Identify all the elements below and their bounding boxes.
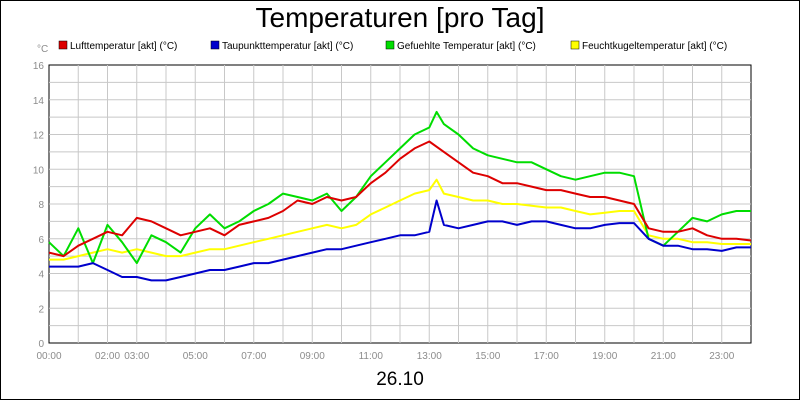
date-label: 26.10 [376,369,424,390]
legend-label: Feuchtkugeltemperatur [akt] (°C) [582,41,727,52]
x-tick-label: 11:00 [359,351,384,362]
axis-ticks: 0 2 4 6 8 10 12 14 16 00:00 02:00 03:00 05:00 07:00 09… [33,61,735,362]
y-tick-label: 6 [38,235,44,246]
series-line [48,140,752,258]
legend-swatch [570,40,580,50]
chart-title: Temperaturen [pro Tag] [255,2,545,33]
unit-label: °C [37,44,48,55]
y-tick-label: 0 [38,339,44,350]
legend: Lufttemperatur [akt] (°C) Taupunkttempera… [58,40,727,52]
x-tick-label: 02:00 [95,351,120,362]
legend-swatch [58,40,68,50]
x-tick-label: 05:00 [183,351,208,362]
legend-swatch [210,40,220,50]
legend-swatch [385,40,395,50]
y-tick-label: 4 [38,270,44,281]
x-tick-label: 07:00 [241,351,266,362]
x-tick-label: 03:00 [124,351,149,362]
y-tick-label: 16 [33,61,45,72]
y-tick-label: 2 [38,304,44,315]
series-line [49,199,751,282]
x-tick-label: 13:00 [417,351,442,362]
x-tick-label: 09:00 [300,351,325,362]
series-line [49,178,751,261]
x-tick-label: 17:00 [534,351,559,362]
x-tick-label: 23:00 [709,351,734,362]
series-layer [48,110,752,282]
y-tick-label: 10 [33,165,45,176]
x-tick-label: 15:00 [475,351,500,362]
x-tick-label: 21:00 [651,351,676,362]
legend-label: Lufttemperatur [akt] (°C) [70,41,177,52]
legend-label: Taupunkttemperatur [akt] (°C) [222,41,353,52]
y-tick-label: 12 [33,131,45,142]
y-tick-label: 14 [33,96,45,107]
y-tick-label: 8 [38,200,44,211]
x-tick-label: 00:00 [36,351,61,362]
series-line [48,110,751,265]
x-tick-label: 19:00 [592,351,617,362]
legend-label: Gefuehlte Temperatur [akt] (°C) [397,41,536,52]
